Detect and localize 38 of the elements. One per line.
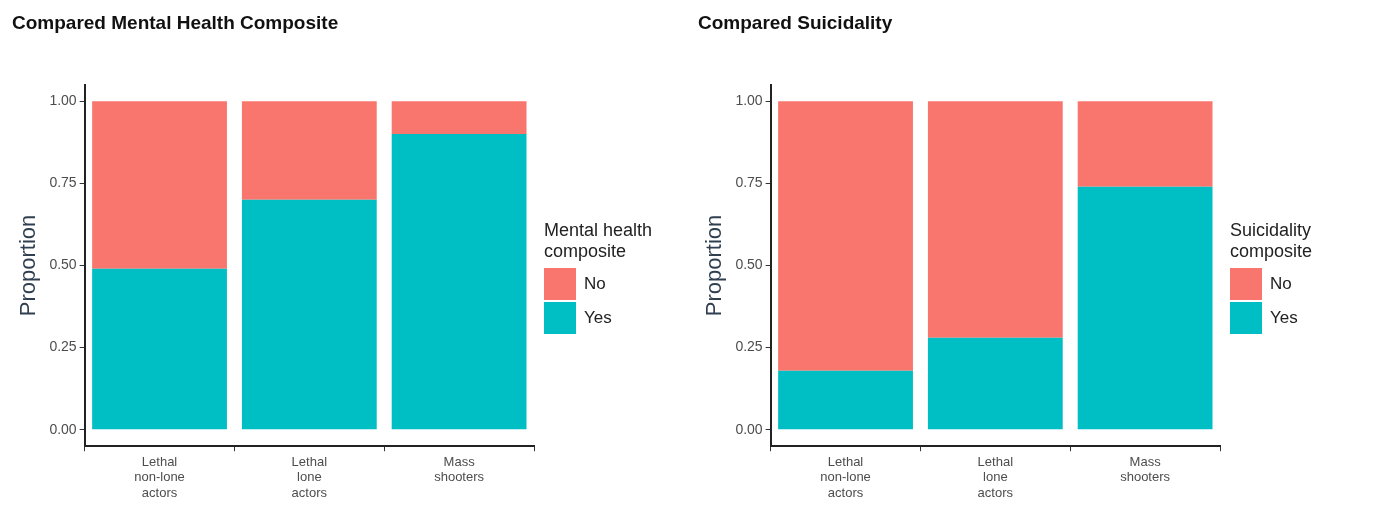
bar	[92, 268, 227, 430]
bar	[927, 101, 1063, 338]
y-tick-label: 1.00	[49, 92, 77, 109]
y-tick-label: 0.00	[49, 420, 77, 437]
legend-label: Yes	[584, 308, 612, 328]
bar	[778, 101, 913, 371]
bar	[241, 199, 377, 430]
bar	[1077, 186, 1213, 430]
y-tick-label: 0.75	[735, 174, 763, 191]
x-tick-label: Lethal non-lone actors	[820, 453, 871, 500]
bar	[92, 101, 227, 269]
bar	[391, 101, 527, 135]
y-tick-label: 0.50	[735, 256, 763, 273]
bar	[1077, 101, 1213, 187]
y-tick-label: 0.50	[49, 256, 77, 273]
bar	[241, 101, 377, 200]
y-tick-label: 0.75	[49, 174, 77, 191]
y-axis-title: Proportion	[701, 214, 727, 317]
y-axis-title: Proportion	[15, 214, 41, 317]
x-tick-label: Lethal lone actors	[291, 453, 328, 500]
bar	[927, 337, 1063, 430]
bar	[391, 134, 527, 430]
chart-title: Compared Mental Health Composite	[12, 11, 339, 33]
x-tick-label: Lethal non-lone actors	[134, 453, 185, 500]
bar	[778, 370, 913, 430]
legend-label: No	[1270, 274, 1292, 294]
legend-title: Suicidality composite	[1230, 220, 1314, 262]
legend-label: Yes	[1270, 308, 1298, 328]
y-tick-label: 0.25	[735, 338, 763, 355]
legend-label: No	[584, 274, 606, 294]
legend-title: Mental health composite	[544, 220, 654, 262]
chart-title: Compared Suicidality	[698, 11, 893, 33]
y-tick-label: 1.00	[735, 92, 763, 109]
x-tick-label: Mass shooters	[1120, 453, 1171, 485]
x-tick-label: Lethal lone actors	[977, 453, 1014, 500]
x-tick-label: Mass shooters	[434, 453, 485, 485]
y-tick-label: 0.00	[735, 420, 763, 437]
y-tick-label: 0.25	[49, 338, 77, 355]
